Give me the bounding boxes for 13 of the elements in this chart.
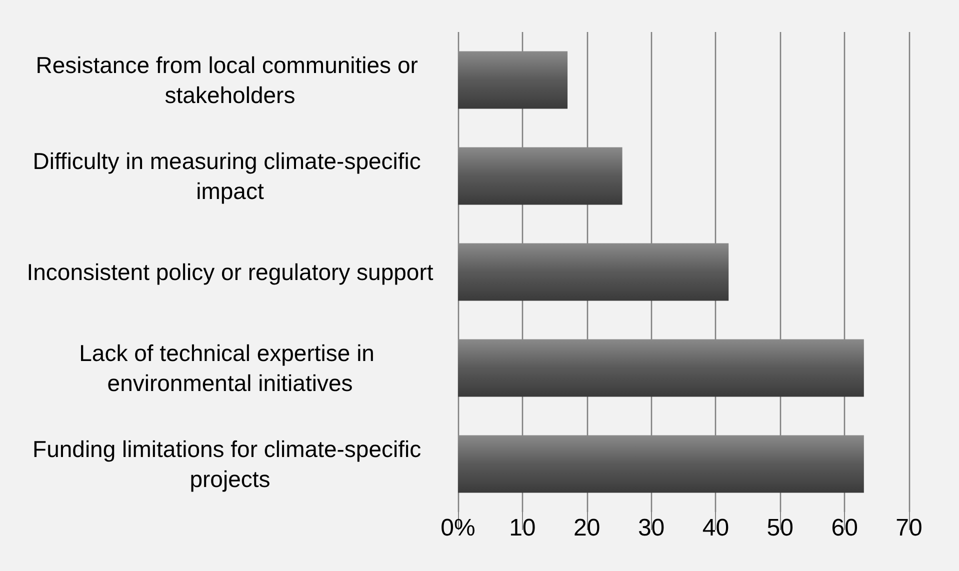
y-tick-label: Funding limitations for climate-specific projects xyxy=(32,436,428,492)
y-tick-label: Inconsistent policy or regulatory support xyxy=(26,259,434,285)
x-tick-label: 40 xyxy=(702,514,730,542)
x-tick-label: 70 xyxy=(896,514,922,542)
x-tick-label: 0% xyxy=(440,514,476,542)
x-tick-label: 20 xyxy=(574,514,600,542)
y-tick-label: Lack of technical expertise in environmental initiatives xyxy=(79,340,381,396)
x-tick-label: 50 xyxy=(766,514,794,542)
y-tick-label: Resistance from local communities or stakeholders xyxy=(36,52,424,108)
x-tick-label: 60 xyxy=(831,514,858,542)
x-tick-label: 30 xyxy=(638,514,665,542)
x-tick-label: 10 xyxy=(509,514,536,542)
y-tick-label: Difficulty in measuring climate-specific impact xyxy=(32,148,428,204)
